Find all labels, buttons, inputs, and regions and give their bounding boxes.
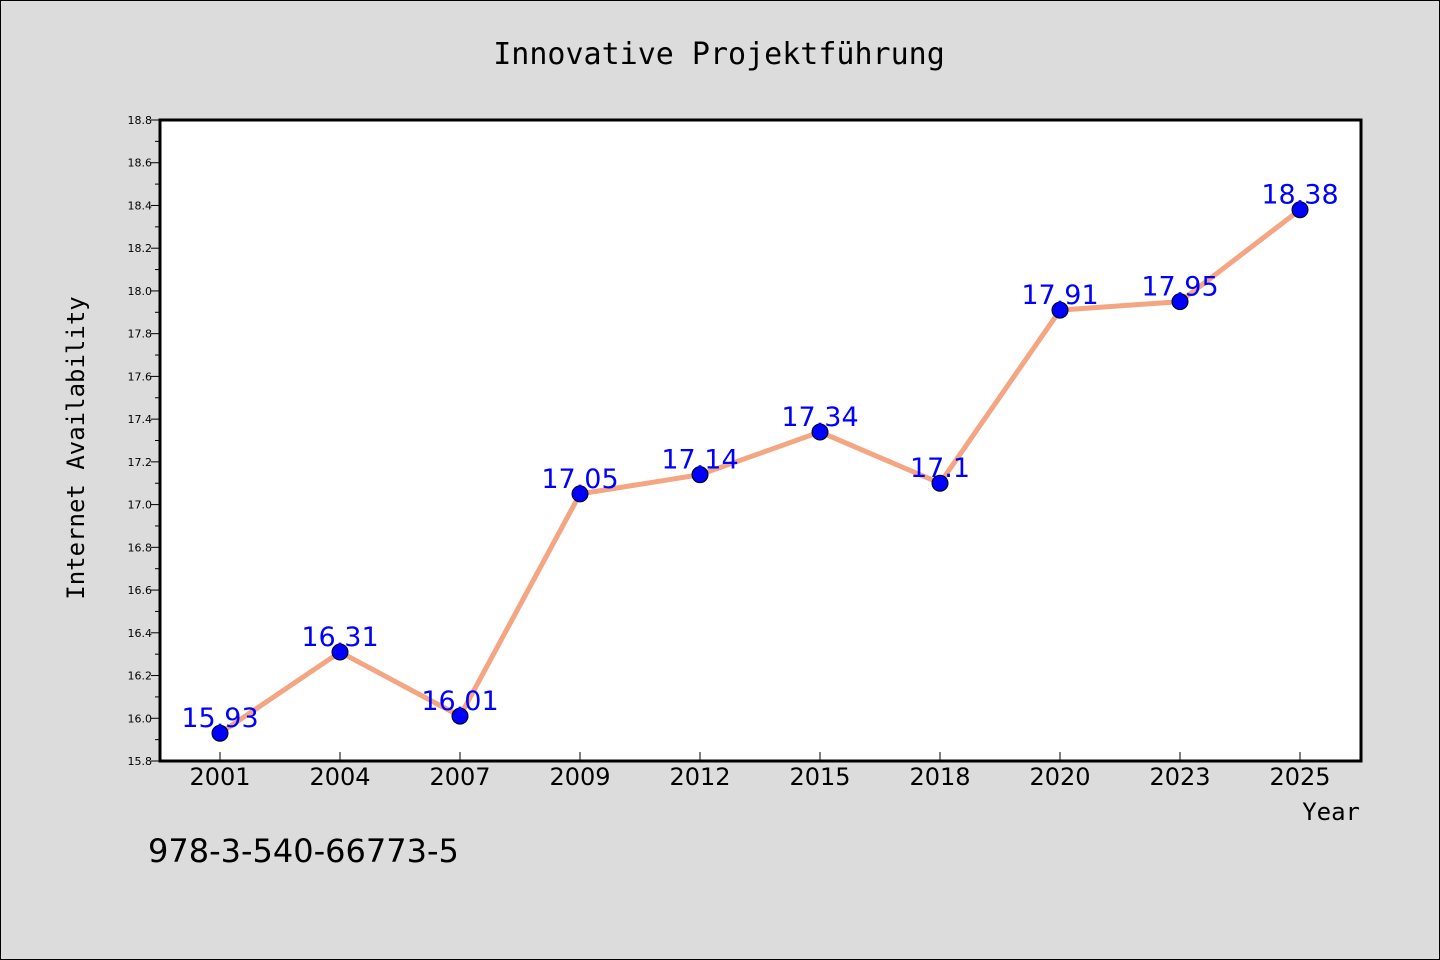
data-labels: 15.93 16.31 16.01 17.05 17.14 17.34 17.1 17.91 1… bbox=[181, 180, 1338, 734]
data-point bbox=[211, 724, 229, 742]
data-label: 15.93 bbox=[181, 703, 258, 734]
x-tick-label: 2001 bbox=[189, 763, 250, 791]
data-point bbox=[811, 423, 829, 441]
y-axis-label: Internet Availability bbox=[62, 296, 90, 599]
plot-area bbox=[160, 120, 1361, 761]
y-tick-label: 16.8 bbox=[128, 541, 153, 554]
y-tick-label: 16.0 bbox=[128, 712, 153, 725]
data-label: 16.01 bbox=[421, 686, 498, 717]
y-tick-label: 15.8 bbox=[128, 755, 153, 768]
data-point bbox=[691, 466, 709, 484]
data-label: 17.34 bbox=[781, 402, 858, 433]
y-tick-label: 17.8 bbox=[128, 328, 153, 341]
data-label: 17.91 bbox=[1021, 280, 1098, 311]
x-tick-label: 2015 bbox=[789, 763, 850, 791]
data-point bbox=[1051, 301, 1069, 319]
x-tick-label: 2012 bbox=[669, 763, 730, 791]
data-label: 16.31 bbox=[301, 622, 378, 653]
y-tick-label: 17.0 bbox=[128, 499, 153, 512]
data-point bbox=[931, 474, 949, 492]
y-tick-label: 18.4 bbox=[128, 199, 153, 212]
data-point bbox=[1291, 201, 1309, 219]
series-line bbox=[218, 207, 1302, 736]
data-label: 18.38 bbox=[1261, 180, 1338, 211]
x-tick-label: 2025 bbox=[1269, 763, 1330, 791]
y-axis: 15.8 16.0 16.2 16.4 16.6 16.8 17.0 17.2 17.4 17.6… bbox=[128, 114, 160, 768]
data-point bbox=[1171, 293, 1189, 311]
plot-border bbox=[158, 118, 1363, 763]
y-tick-label: 17.4 bbox=[128, 413, 153, 426]
y-tick-label: 16.2 bbox=[128, 670, 153, 683]
data-label: 17.05 bbox=[541, 464, 618, 495]
y-tick-label: 16.4 bbox=[128, 627, 153, 640]
y-tick-label: 18.2 bbox=[128, 242, 153, 255]
x-axis-label: Year bbox=[1302, 798, 1360, 826]
data-label: 17.95 bbox=[1141, 272, 1218, 303]
y-tick-label: 18.6 bbox=[128, 157, 153, 170]
y-tick-label: 18.8 bbox=[128, 114, 153, 127]
data-point bbox=[451, 707, 469, 725]
y-tick-label: 17.2 bbox=[128, 456, 153, 469]
y-tick-label: 16.6 bbox=[128, 584, 153, 597]
y-tick-label: 17.6 bbox=[128, 370, 153, 383]
x-tick-label: 2004 bbox=[309, 763, 370, 791]
x-tick-label: 2020 bbox=[1029, 763, 1090, 791]
x-axis: 2001 2004 2007 2009 2012 2015 2018 2020 2023 2025 bbox=[189, 752, 1331, 791]
data-label: 17.1 bbox=[910, 453, 970, 484]
data-point bbox=[331, 643, 349, 661]
x-tick-label: 2023 bbox=[1149, 763, 1210, 791]
chart-title: Innovative Projektführung bbox=[493, 37, 945, 72]
data-label: 17.14 bbox=[661, 445, 738, 476]
series-group bbox=[211, 201, 1309, 742]
data-point bbox=[571, 485, 589, 503]
y-tick-label: 18.0 bbox=[128, 285, 153, 298]
x-tick-label: 2009 bbox=[549, 763, 610, 791]
x-tick-label: 2018 bbox=[909, 763, 970, 791]
isbn-text: 978-3-540-66773-5 bbox=[148, 832, 459, 870]
x-tick-label: 2007 bbox=[429, 763, 490, 791]
